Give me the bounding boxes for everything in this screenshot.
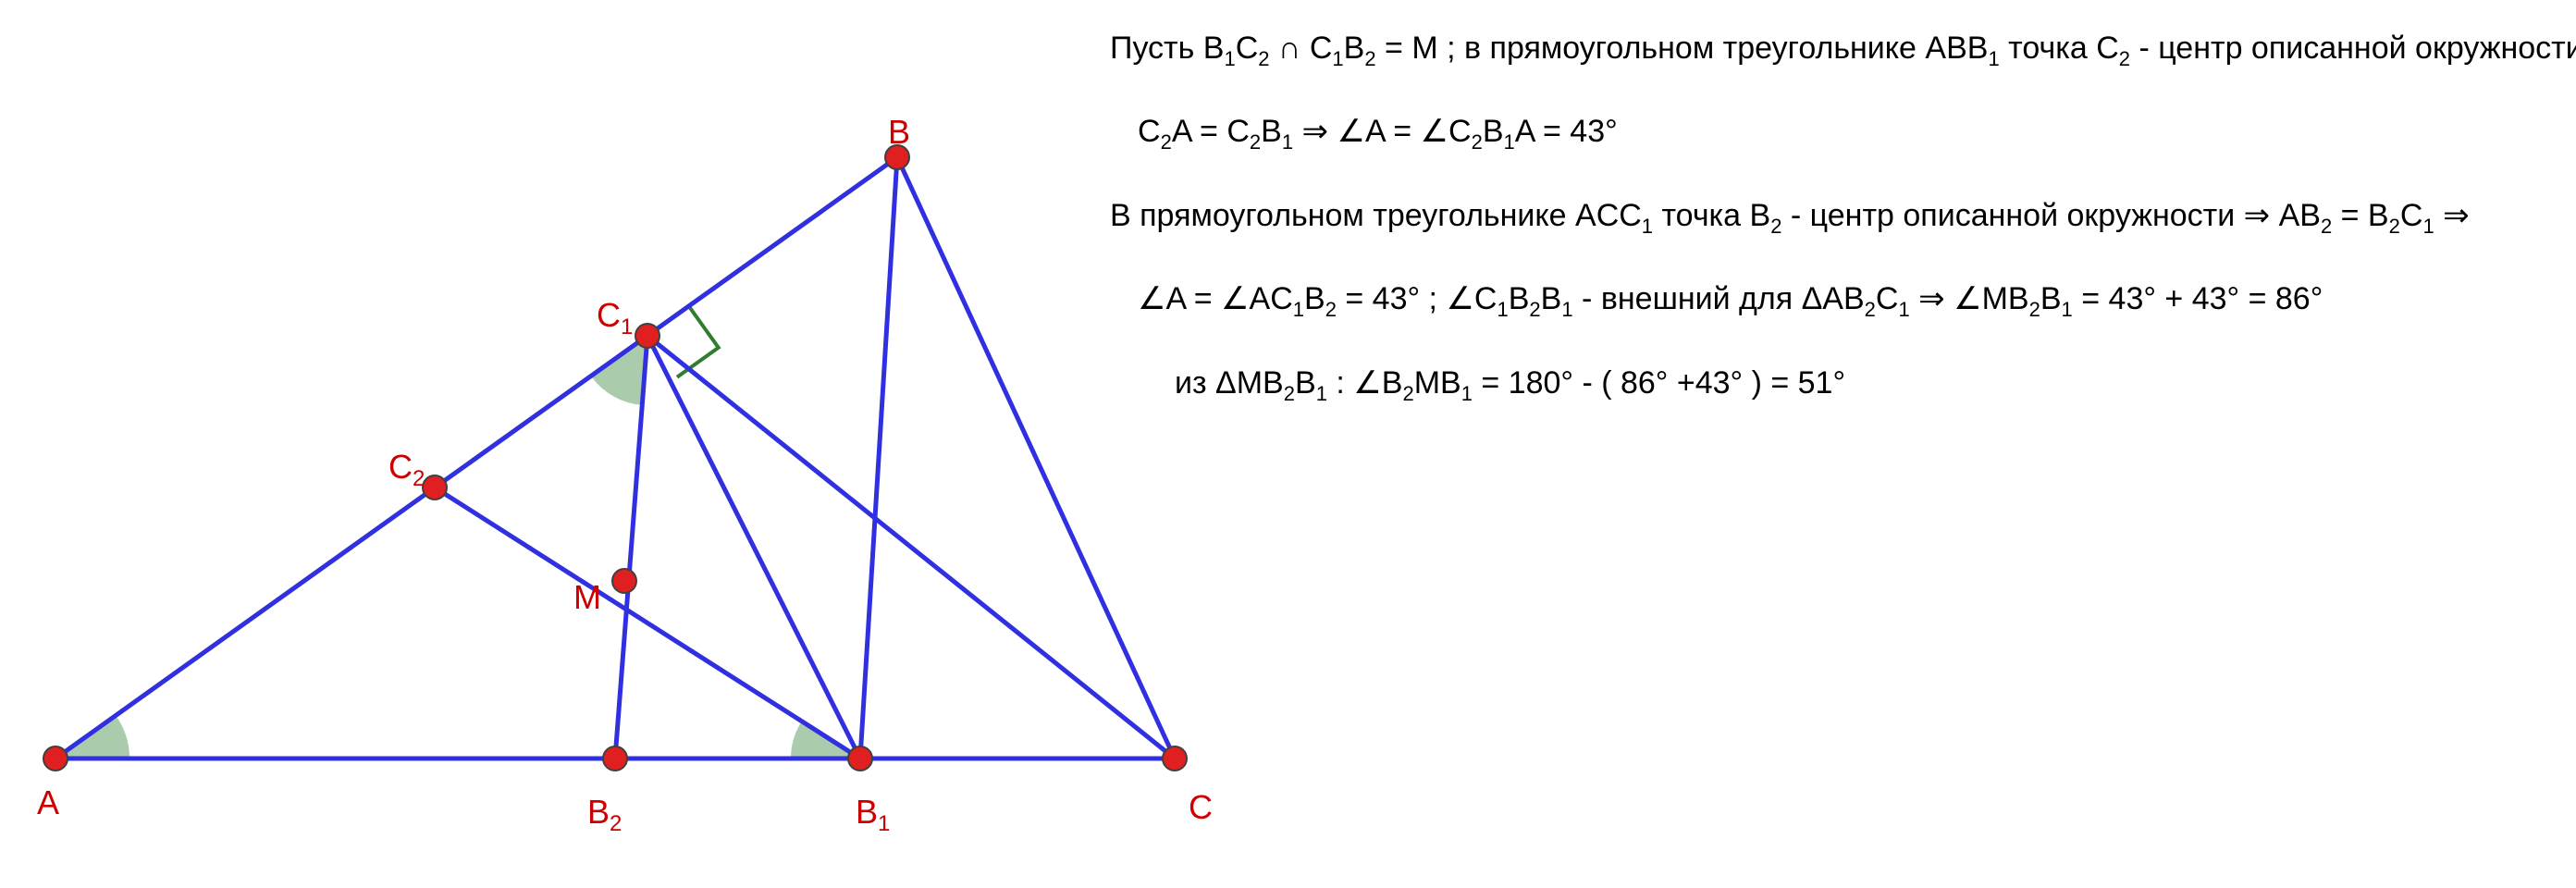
t: C: [2400, 198, 2423, 233]
sub: 1: [2422, 215, 2434, 238]
point-label-C2: C2: [388, 448, 425, 492]
t: ⇒: [2434, 198, 2470, 233]
sub: 2: [1402, 381, 1413, 404]
t: = 43° + 43° = 86°: [2073, 281, 2323, 316]
proof-text: Пусть B1C2 ∩ C1B2 = M ; в прямоугольном …: [1110, 28, 2553, 446]
sub: 2: [1250, 130, 1261, 154]
sub: 1: [1497, 298, 1508, 321]
t: : ∠B: [1327, 365, 1403, 401]
t: ⇒ ∠A = ∠C: [1293, 114, 1471, 149]
point-C2: [423, 475, 447, 500]
t: ∠A = ∠AC: [1138, 281, 1293, 316]
t: Пусть B: [1110, 31, 1224, 66]
t: = M ; в прямоугольном треугольнике ABB: [1376, 31, 1989, 66]
point-C: [1163, 746, 1187, 771]
t: MB: [1414, 365, 1461, 401]
t: B: [1541, 281, 1562, 316]
point-label-B2: B2: [587, 793, 622, 837]
point-A: [43, 746, 68, 771]
edge: [435, 487, 860, 758]
t: из ΔMB: [1175, 365, 1284, 401]
t: ∩ C: [1270, 31, 1333, 66]
sub: 2: [2029, 298, 2040, 321]
t: B: [2040, 281, 2062, 316]
point-label-A: A: [37, 783, 59, 822]
t: точка C: [2000, 31, 2119, 66]
sub: 1: [1332, 47, 1343, 70]
proof-line-1: Пусть B1C2 ∩ C1B2 = M ; в прямоугольном …: [1110, 28, 2553, 72]
sub: 1: [1293, 298, 1304, 321]
t: C: [1236, 31, 1259, 66]
sub: 1: [1224, 47, 1235, 70]
t: A = C: [1172, 114, 1250, 149]
t: B: [1304, 281, 1325, 316]
sub: 2: [1364, 47, 1375, 70]
t: B: [1509, 281, 1530, 316]
sub: 2: [1865, 298, 1876, 321]
sub: 1: [1316, 381, 1327, 404]
sub: 2: [2321, 215, 2332, 238]
geometry-diagram: [0, 0, 1202, 888]
t: В прямоугольном треугольнике ACC: [1110, 198, 1642, 233]
t: B: [1261, 114, 1282, 149]
sub: 1: [1642, 215, 1653, 238]
sub: 1: [1461, 381, 1473, 404]
t: = B: [2332, 198, 2388, 233]
sub: 2: [1472, 130, 1483, 154]
point-label-B: B: [888, 113, 910, 152]
sub: 2: [1529, 298, 1540, 321]
sub: 1: [1898, 298, 1909, 321]
sub: 2: [1325, 298, 1337, 321]
sub: 2: [1161, 130, 1172, 154]
t: точка B: [1653, 198, 1770, 233]
sub: 1: [1504, 130, 1515, 154]
t: B: [1295, 365, 1316, 401]
t: C: [1138, 114, 1161, 149]
edge: [647, 336, 1175, 758]
t: - внешний для ΔAB: [1573, 281, 1865, 316]
t: = 180° - ( 86° +43° ) = 51°: [1473, 365, 1845, 401]
point-label-C1: C1: [597, 296, 633, 340]
point-label-B1: B1: [856, 793, 890, 837]
proof-line-5: из ΔMB2B1 : ∠B2MB1 = 180° - ( 86° +43° )…: [1110, 363, 2553, 407]
t: ⇒ ∠MB: [1910, 281, 2029, 316]
proof-line-4: ∠A = ∠AC1B2 = 43° ; ∠C1B2B1 - внешний дл…: [1110, 278, 2553, 323]
sub: 2: [1770, 215, 1781, 238]
sub: 2: [2119, 47, 2130, 70]
sub: 2: [1258, 47, 1269, 70]
point-M: [612, 569, 636, 593]
t: A = 43°: [1515, 114, 1618, 149]
t: B: [1483, 114, 1504, 149]
sub: 2: [2389, 215, 2400, 238]
point-C1: [635, 324, 659, 348]
t: C: [1876, 281, 1899, 316]
edge: [55, 157, 897, 758]
proof-line-2: C2A = C2B1 ⇒ ∠A = ∠C2B1A = 43°: [1110, 111, 2553, 155]
point-B2: [603, 746, 627, 771]
t: = 43° ; ∠C: [1337, 281, 1498, 316]
edge: [860, 157, 897, 758]
t: B: [1344, 31, 1365, 66]
sub: 1: [2062, 298, 2073, 321]
page: ABCB1B2C1C2M Пусть B1C2 ∩ C1B2 = M ; в п…: [0, 0, 2576, 887]
proof-line-3: В прямоугольном треугольнике ACC1 точка …: [1110, 195, 2553, 240]
point-label-C: C: [1189, 788, 1213, 827]
t: - центр описанной окружности ⇒ AB: [1781, 198, 2320, 233]
t: - центр описанной окружности ⇒: [2130, 31, 2576, 66]
point-B1: [848, 746, 872, 771]
sub: 2: [1284, 381, 1295, 404]
edge: [647, 336, 860, 758]
sub: 1: [1561, 298, 1572, 321]
sub: 1: [1988, 47, 1999, 70]
point-label-M: M: [573, 578, 601, 617]
sub: 1: [1282, 130, 1293, 154]
